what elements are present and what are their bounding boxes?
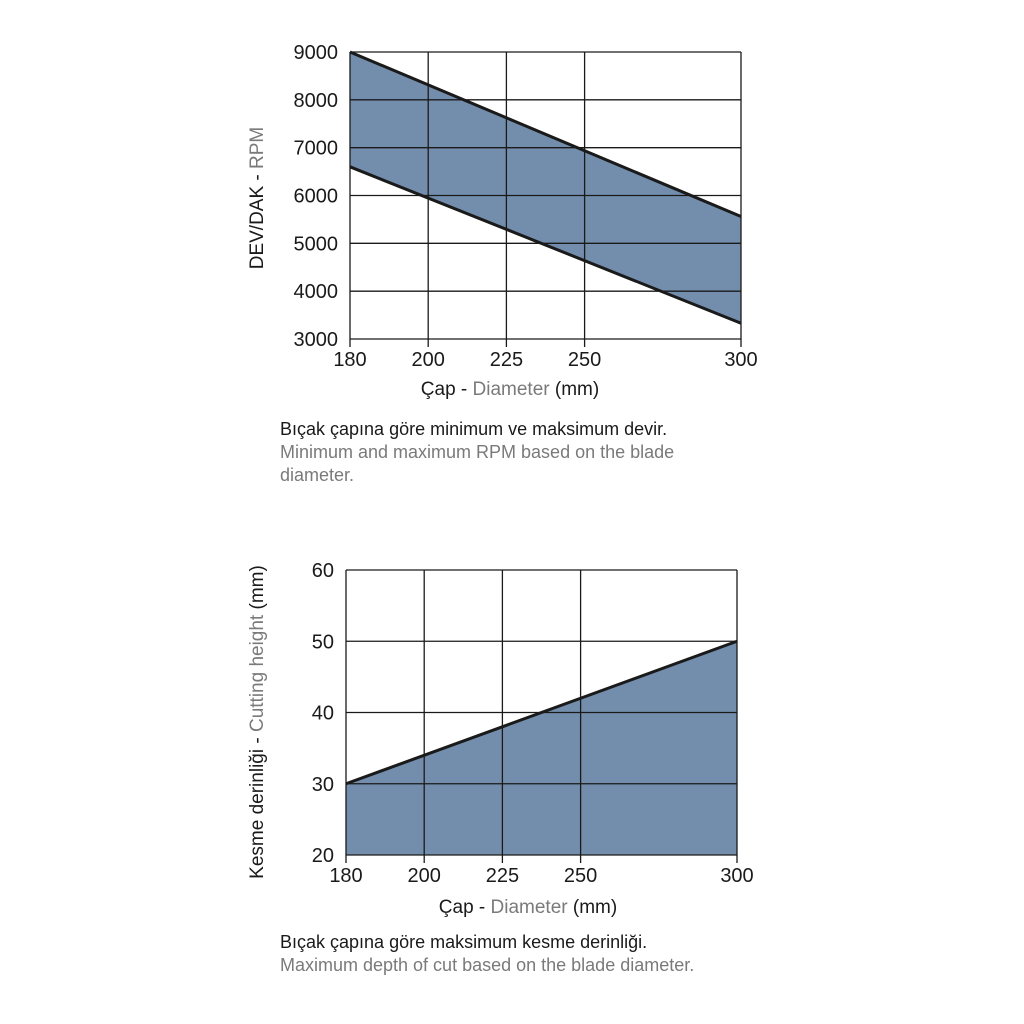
rpm-chart-caption: Bıçak çapına göre minimum ve maksimum de… xyxy=(280,418,740,487)
x-tick-label: 200 xyxy=(412,349,445,371)
x-tick-label: 180 xyxy=(333,349,366,371)
x-tick-label: 250 xyxy=(564,865,597,887)
series-line-max xyxy=(349,50,742,218)
cutting-height-chart: 20 30 40 50 60 180 200 225 250 300 Kesme derinliğ… xyxy=(247,560,754,918)
y-tick-label: 4000 xyxy=(294,281,339,303)
x-tick-label: 225 xyxy=(486,865,519,887)
rpm-chart: 3000 4000 5000 6000 7000 8000 9000 180 200 225 250… xyxy=(247,42,758,400)
caption-english: Maximum depth of cut based on the blade … xyxy=(280,955,695,975)
y-tick-label: 40 xyxy=(312,703,334,725)
x-axis-label: Çap - Diameter (mm) xyxy=(421,379,599,400)
series-line-min xyxy=(349,165,742,325)
y-tick-label: 3000 xyxy=(294,329,339,351)
y-tick-label: 60 xyxy=(312,560,334,582)
caption-turkish: Bıçak çapına göre maksimum kesme derinli… xyxy=(280,932,648,952)
y-tick-label: 7000 xyxy=(294,138,339,160)
caption-turkish: Bıçak çapına göre minimum ve maksimum de… xyxy=(280,419,668,439)
x-tick-label: 225 xyxy=(490,349,523,371)
filled-area xyxy=(346,641,737,855)
cutting-chart-caption: Bıçak çapına göre maksimum kesme derinli… xyxy=(280,931,740,977)
y-tick-label: 20 xyxy=(312,845,334,867)
x-tick-label: 200 xyxy=(408,865,441,887)
y-axis-label: Kesme derinliği - Cutting height (mm) xyxy=(247,565,268,879)
x-tick-label: 180 xyxy=(329,865,362,887)
y-tick-label: 9000 xyxy=(294,42,339,64)
caption-english: Minimum and maximum RPM based on the bla… xyxy=(280,442,675,485)
y-tick-label: 30 xyxy=(312,774,334,796)
y-tick-label: 5000 xyxy=(294,233,339,255)
y-tick-label: 6000 xyxy=(294,186,339,208)
filled-area xyxy=(350,52,741,324)
x-tick-label: 300 xyxy=(724,349,757,371)
y-tick-label: 8000 xyxy=(294,90,339,112)
y-tick-label: 50 xyxy=(312,631,334,653)
y-axis-label: DEV/DAK - RPM xyxy=(247,127,268,270)
x-tick-label: 300 xyxy=(720,865,753,887)
series-line-max xyxy=(345,639,738,786)
x-tick-label: 250 xyxy=(568,349,601,371)
x-axis-label: Çap - Diameter (mm) xyxy=(439,897,617,918)
